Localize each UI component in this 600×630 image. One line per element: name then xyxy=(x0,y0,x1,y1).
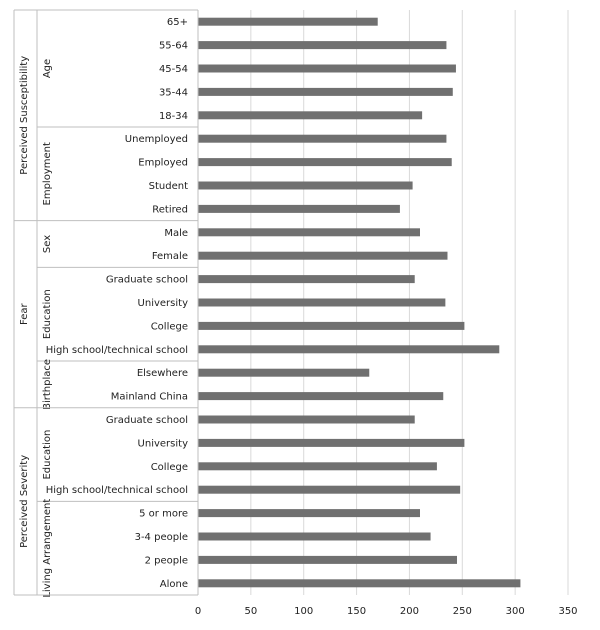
bar xyxy=(198,64,456,73)
x-tick-label: 250 xyxy=(453,606,472,617)
bar xyxy=(198,509,420,518)
bar xyxy=(198,41,447,50)
bar xyxy=(198,158,452,167)
subgroup-label: Age xyxy=(42,59,53,78)
bar xyxy=(198,579,521,588)
category-label: Retired xyxy=(152,204,188,215)
x-tick-label: 0 xyxy=(195,606,201,617)
category-label: 45-54 xyxy=(159,64,188,75)
category-label: Employed xyxy=(138,158,188,169)
subgroup-label: Education xyxy=(42,430,53,480)
category-label: Mainland China xyxy=(111,392,188,403)
bar xyxy=(198,415,415,424)
bar xyxy=(198,17,378,26)
category-label: Elsewhere xyxy=(137,368,188,379)
bar xyxy=(198,111,423,120)
category-label: University xyxy=(138,438,189,449)
bar xyxy=(198,485,461,494)
category-label: 65+ xyxy=(167,17,188,28)
x-tick-label: 150 xyxy=(347,606,366,617)
category-label: Female xyxy=(152,251,188,262)
bar xyxy=(198,438,465,447)
group-label: Fear xyxy=(19,303,30,325)
category-label: Unemployed xyxy=(125,134,188,145)
x-tick-label: 350 xyxy=(558,606,577,617)
category-label: Graduate school xyxy=(106,415,188,426)
bar xyxy=(198,532,431,541)
bar xyxy=(198,345,500,354)
bar xyxy=(198,462,437,471)
bar xyxy=(198,228,420,237)
category-label: 35-44 xyxy=(159,87,188,98)
x-tick-label: 300 xyxy=(506,606,525,617)
category-label: 55-64 xyxy=(159,41,188,52)
bar xyxy=(198,134,447,143)
subgroup-label: Living Arrangement xyxy=(42,499,53,598)
subgroup-label: Sex xyxy=(42,235,53,253)
group-label: Perceived Severity xyxy=(19,455,30,548)
category-label: College xyxy=(151,462,188,473)
group-label: Perceived Susceptibility xyxy=(19,56,30,175)
category-label: Student xyxy=(149,181,188,192)
category-label: 5 or more xyxy=(139,509,188,520)
category-label: High school/technical school xyxy=(46,485,188,496)
bar xyxy=(198,181,413,190)
x-tick-label: 50 xyxy=(244,606,257,617)
x-tick-label: 200 xyxy=(400,606,419,617)
category-label: Alone xyxy=(160,579,188,590)
bar xyxy=(198,251,448,260)
category-label: 2 people xyxy=(145,555,188,566)
bar xyxy=(198,298,446,307)
subgroup-label: Birthplace xyxy=(42,359,53,410)
bar xyxy=(198,275,415,284)
bar xyxy=(198,321,465,330)
category-label: 3-4 people xyxy=(135,532,188,543)
bar xyxy=(198,87,453,96)
bar xyxy=(198,555,457,564)
bar xyxy=(198,368,370,377)
subgroup-label: Employment xyxy=(42,142,53,205)
bar xyxy=(198,204,400,213)
category-label: 18-34 xyxy=(159,111,188,122)
x-tick-label: 100 xyxy=(294,606,313,617)
bar xyxy=(198,392,444,401)
category-label: High school/technical school xyxy=(46,345,188,356)
category-label: Male xyxy=(164,228,188,239)
subgroup-label: Education xyxy=(42,289,53,339)
category-label: College xyxy=(151,321,188,332)
category-label: University xyxy=(138,298,189,309)
category-label: Graduate school xyxy=(106,275,188,286)
